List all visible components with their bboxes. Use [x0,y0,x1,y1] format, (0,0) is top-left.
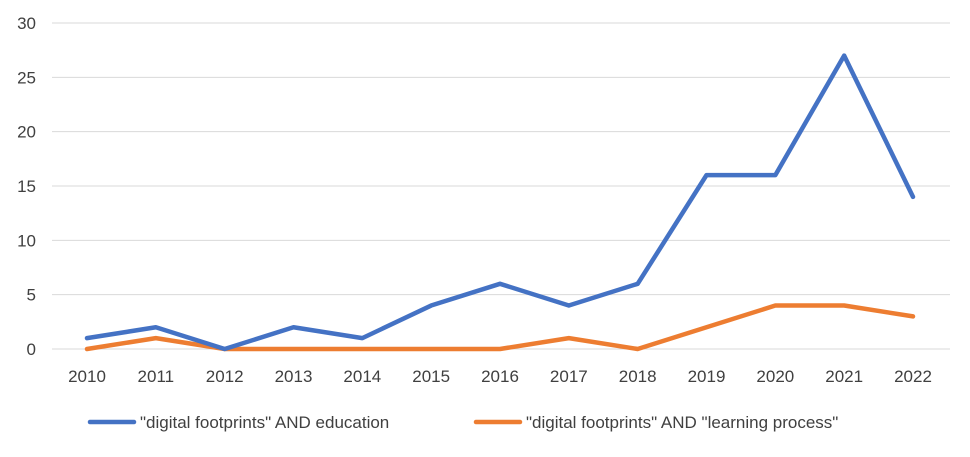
x-tick-label-2020: 2020 [756,367,794,386]
series-line-1 [84,53,916,352]
x-tick-label-2015: 2015 [412,367,450,386]
x-tick-label-2021: 2021 [825,367,863,386]
x-tick-label-2018: 2018 [619,367,657,386]
x-tick-label-2011: 2011 [138,367,175,386]
x-tick-label-2019: 2019 [688,367,726,386]
x-tick-label-2013: 2013 [275,367,313,386]
y-tick-label-0: 0 [27,340,36,359]
y-tick-label-15: 15 [17,177,36,196]
y-tick-label-20: 20 [17,123,36,142]
y-tick-label-10: 10 [17,231,36,250]
x-tick-label-2022: 2022 [894,367,932,386]
legend: "digital footprints" AND education "digit… [87,413,838,432]
x-tick-label-2017: 2017 [550,367,588,386]
y-tick-label-30: 30 [17,14,36,33]
legend-label-2: "digital footprints" AND "learning proce… [526,413,838,432]
x-tick-label-2014: 2014 [343,367,381,386]
x-tick-label-2016: 2016 [481,367,519,386]
x-tick-label-2012: 2012 [206,367,244,386]
legend-label-1: "digital footprints" AND education [140,413,389,432]
x-axis-tick-labels: 2010 2011 2012 2013 2014 2015 2016 2017 2018 2019… [68,367,932,386]
gridlines [52,22,950,350]
series-lines [84,53,916,352]
y-tick-label-25: 25 [17,68,36,87]
y-axis-tick-labels: 0 5 10 15 20 25 30 [17,14,36,359]
y-tick-label-5: 5 [27,286,36,305]
x-tick-label-2010: 2010 [68,367,106,386]
